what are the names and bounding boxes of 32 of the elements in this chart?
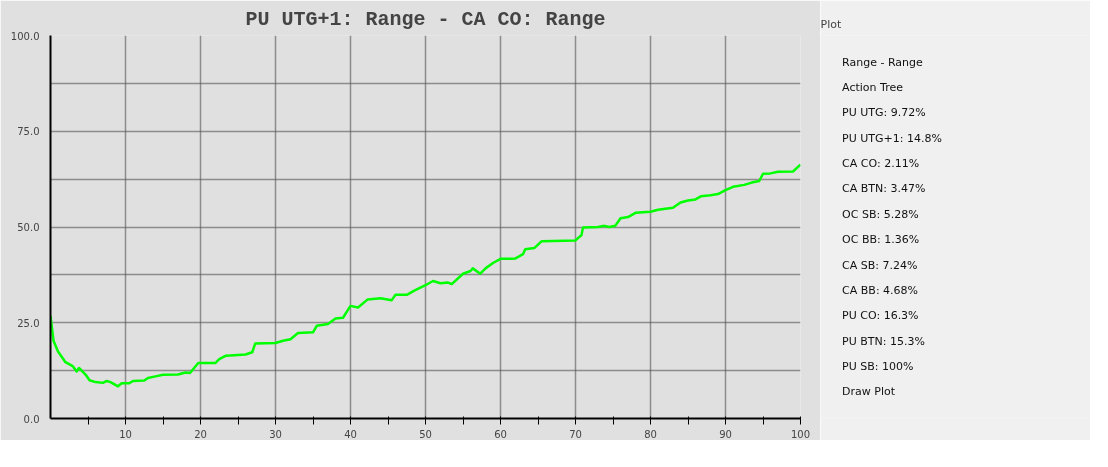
- x-tick-label: 20: [194, 428, 207, 440]
- x-tick-label: 70: [569, 428, 582, 440]
- text: PU BTN: 15.3%: [842, 334, 925, 348]
- x-tick-label: 10: [119, 428, 132, 440]
- x-tick-label: 30: [269, 428, 282, 440]
- chart-title: PU UTG+1: Range - CA CO: Range: [245, 7, 606, 31]
- y-tick-label: 50.0: [17, 222, 40, 233]
- y-tick-label: 100.0: [10, 30, 40, 42]
- text: PU UTG: 9.72%: [842, 106, 926, 120]
- x-tick-label: 60: [494, 428, 507, 440]
- x-tick-label: 80: [644, 428, 657, 440]
- text: Action Tree: [842, 81, 904, 95]
- text: PU UTG+1: 14.8%: [842, 131, 942, 145]
- x-tick-label: 100: [790, 428, 811, 440]
- text: OC BB: 1.36%: [842, 233, 920, 247]
- text: Plot: [820, 17, 842, 31]
- text: CA CO: 2.11%: [842, 157, 920, 171]
- text: Draw Plot: [842, 385, 896, 399]
- x-tick-label: 50: [419, 428, 432, 440]
- y-tick-label: 75.0: [17, 126, 40, 138]
- x-tick-label: 40: [344, 428, 357, 440]
- text: OC SB: 5.28%: [842, 207, 919, 221]
- text: CA BTN: 3.47%: [842, 182, 926, 196]
- text: CA BB: 4.68%: [842, 283, 919, 297]
- y-tick-label: 0.0: [23, 413, 40, 425]
- x-tick-label: 90: [719, 428, 732, 440]
- y-tick-label: 25.0: [17, 317, 40, 329]
- text: PU SB: 100%: [842, 359, 914, 373]
- text: CA SB: 7.24%: [842, 258, 918, 272]
- text: PU CO: 16.3%: [842, 309, 919, 323]
- line-series: [50, 163, 801, 388]
- text: Range - Range: [842, 55, 924, 69]
